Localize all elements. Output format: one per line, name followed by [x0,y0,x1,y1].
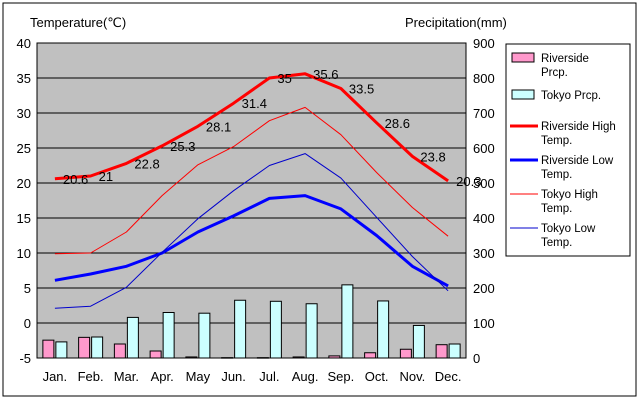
legend-swatch [511,89,535,100]
prcp-tick-label: 700 [473,106,495,121]
riverside-high-data-label: 35.6 [313,67,338,82]
prcp-tick-label: 800 [473,71,495,86]
temp-tick-label: 25 [17,141,31,156]
riverside-prcp-bar [435,344,448,359]
tokyo-prcp-bar [198,312,211,359]
tokyo-prcp-bar [377,300,390,359]
x-tick-label: Dec. [435,369,462,384]
plot-area [37,43,466,358]
tokyo-prcp-bar [55,341,68,359]
tokyo-prcp-bar [91,336,104,359]
legend-label: Riverside Low Temp. [541,155,614,181]
riverside-prcp-bar [113,343,126,359]
temp-tick-label: 35 [17,71,31,86]
temp-tick-label: 15 [17,211,31,226]
riverside-high-data-label: 35 [277,71,291,86]
tokyo-prcp-bar [126,316,139,359]
legend-label: Riverside High Temp. [541,121,616,147]
riverside-high-data-label: 33.5 [349,82,374,97]
left-axis-title: Temperature(℃) [30,15,126,30]
right-axis-title: Precipitation(mm) [405,15,507,30]
x-tick-label: Oct. [365,369,389,384]
legend-swatch [511,52,535,63]
riverside-high-data-label: 31.4 [242,96,267,111]
riverside-prcp-bar [78,336,91,359]
tokyo-prcp-bar [234,299,247,359]
prcp-tick-label: 900 [473,36,495,51]
tokyo-prcp-bar [162,312,175,359]
tokyo-prcp-bar [341,284,354,359]
legend-label: Tokyo Low Temp. [541,223,596,249]
legend-box [505,43,631,257]
temp-tick-label: 20 [17,176,31,191]
prcp-tick-label: 200 [473,281,495,296]
x-tick-label: Aug. [292,369,319,384]
x-tick-label: Jan. [43,369,68,384]
prcp-tick-label: 600 [473,141,495,156]
riverside-low-line [54,194,449,288]
riverside-high-data-label: 28.6 [385,116,410,131]
riverside-prcp-bar [364,352,377,359]
legend-label: Tokyo High Temp. [541,189,598,215]
temp-tick-label: 0 [24,316,31,331]
riverside-high-line [54,72,449,183]
temp-tick-label: -5 [19,351,31,366]
tokyo-high-line [54,106,449,255]
riverside-high-data-label: 25.3 [170,139,195,154]
x-tick-label: Feb. [78,369,104,384]
x-tick-label: Sep. [328,369,355,384]
x-tick-label: Jun. [221,369,246,384]
legend-label: Tokyo Prcp. [541,90,601,102]
riverside-high-data-label: 21 [99,169,113,184]
x-tick-label: Apr. [151,369,174,384]
riverside-prcp-bar [149,350,162,359]
prcp-tick-label: 300 [473,246,495,261]
temp-tick-label: 40 [17,36,31,51]
tokyo-low-line [54,153,449,309]
riverside-high-data-label: 20.3 [456,174,481,189]
prcp-tick-label: 400 [473,211,495,226]
tokyo-prcp-bar [269,300,282,359]
prcp-tick-label: 100 [473,316,495,331]
riverside-high-data-label: 20.6 [63,172,88,187]
x-tick-label: Nov. [399,369,425,384]
temp-tick-label: 30 [17,106,31,121]
riverside-high-data-label: 28.1 [206,119,231,134]
temp-tick-label: 5 [24,281,31,296]
legend-label: Riverside Prcp. [541,53,589,79]
x-tick-label: Jul. [259,369,279,384]
riverside-prcp-bar [42,339,55,359]
tokyo-prcp-bar [448,343,461,359]
prcp-tick-label: 0 [473,351,480,366]
prcp-tick-label: 500 [473,176,495,191]
riverside-prcp-bar [399,348,412,359]
x-tick-label: Mar. [114,369,139,384]
tokyo-prcp-bar [412,324,425,359]
temp-tick-label: 10 [17,246,31,261]
x-tick-label: May [186,369,211,384]
tokyo-prcp-bar [305,303,318,359]
riverside-high-data-label: 22.8 [134,156,159,171]
plot-border [36,42,467,359]
riverside-high-data-label: 23.8 [420,149,445,164]
